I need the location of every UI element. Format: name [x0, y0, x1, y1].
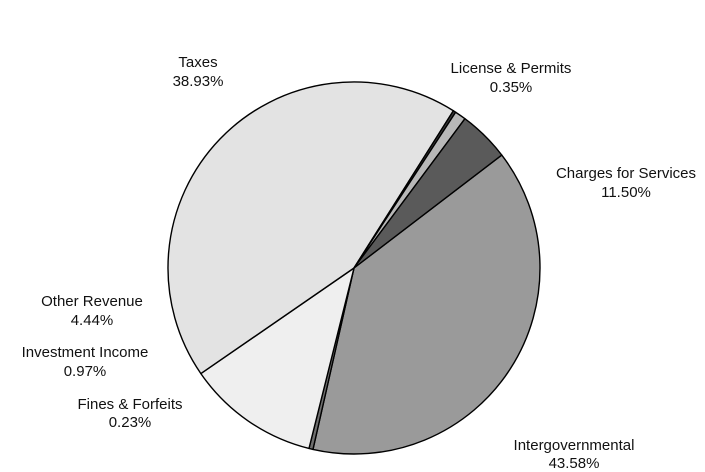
slice-label-other-revenue: Other Revenue: [41, 293, 143, 310]
slice-value-investment-income: 0.97%: [64, 363, 107, 380]
pie-slice-intergovernmental: [167, 81, 455, 375]
pie-slice-taxes: [312, 154, 541, 455]
slice-value-intergovernmental: 43.58%: [549, 455, 600, 472]
pie-slice-charges-for-services: [200, 267, 355, 450]
slice-value-other-revenue: 4.44%: [71, 312, 114, 329]
slice-labels: Taxes 38.93% License & Permits 0.35% Cha…: [22, 54, 696, 472]
slice-value-license-permits: 0.35%: [490, 79, 533, 96]
slice-label-fines-forfeits: Fines & Forfeits: [77, 396, 182, 413]
pie-slices: [167, 81, 541, 455]
slice-label-taxes: Taxes: [178, 54, 217, 71]
slice-label-intergovernmental: Intergovernmental: [514, 437, 635, 454]
slice-value-taxes: 38.93%: [173, 73, 224, 90]
slice-label-license-permits: License & Permits: [451, 60, 572, 77]
slice-value-fines-forfeits: 0.23%: [109, 414, 152, 431]
pie-slice-other-revenue: [353, 118, 503, 269]
slice-label-investment-income: Investment Income: [22, 344, 149, 361]
slice-value-charges-for-services: 11.50%: [601, 184, 651, 201]
slice-label-charges-for-services: Charges for Services: [556, 165, 696, 182]
